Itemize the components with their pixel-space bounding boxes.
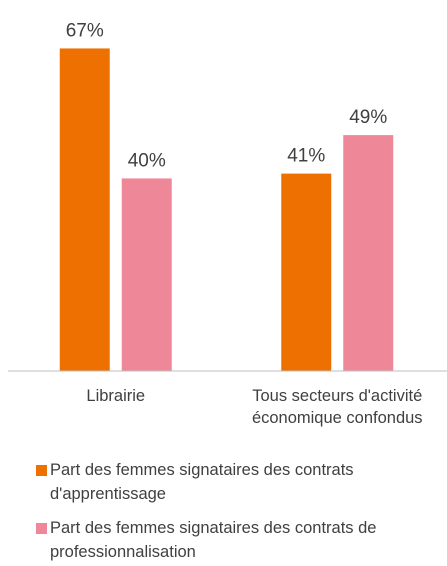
value-label: 67% [66, 20, 104, 41]
x-tick-label: Tous secteurs d'activité économique conf… [251, 387, 423, 427]
x-tick-label: Librairie [86, 387, 146, 405]
value-label: 49% [349, 107, 387, 128]
bar [121, 178, 172, 371]
legend-item: Part des femmes signataires des contrats… [36, 516, 441, 564]
legend-item: Part des femmes signataires des contrats… [36, 458, 441, 506]
bar [59, 48, 110, 371]
bar [281, 173, 332, 371]
legend-label: Part des femmes signataires des contrats… [50, 519, 377, 561]
legend-swatch [36, 523, 47, 534]
value-label: 40% [128, 150, 166, 171]
bar [343, 135, 394, 371]
legend-label: Part des femmes signataires des contrats… [50, 461, 354, 503]
legend-swatch [36, 465, 47, 476]
value-label: 41% [287, 146, 325, 167]
